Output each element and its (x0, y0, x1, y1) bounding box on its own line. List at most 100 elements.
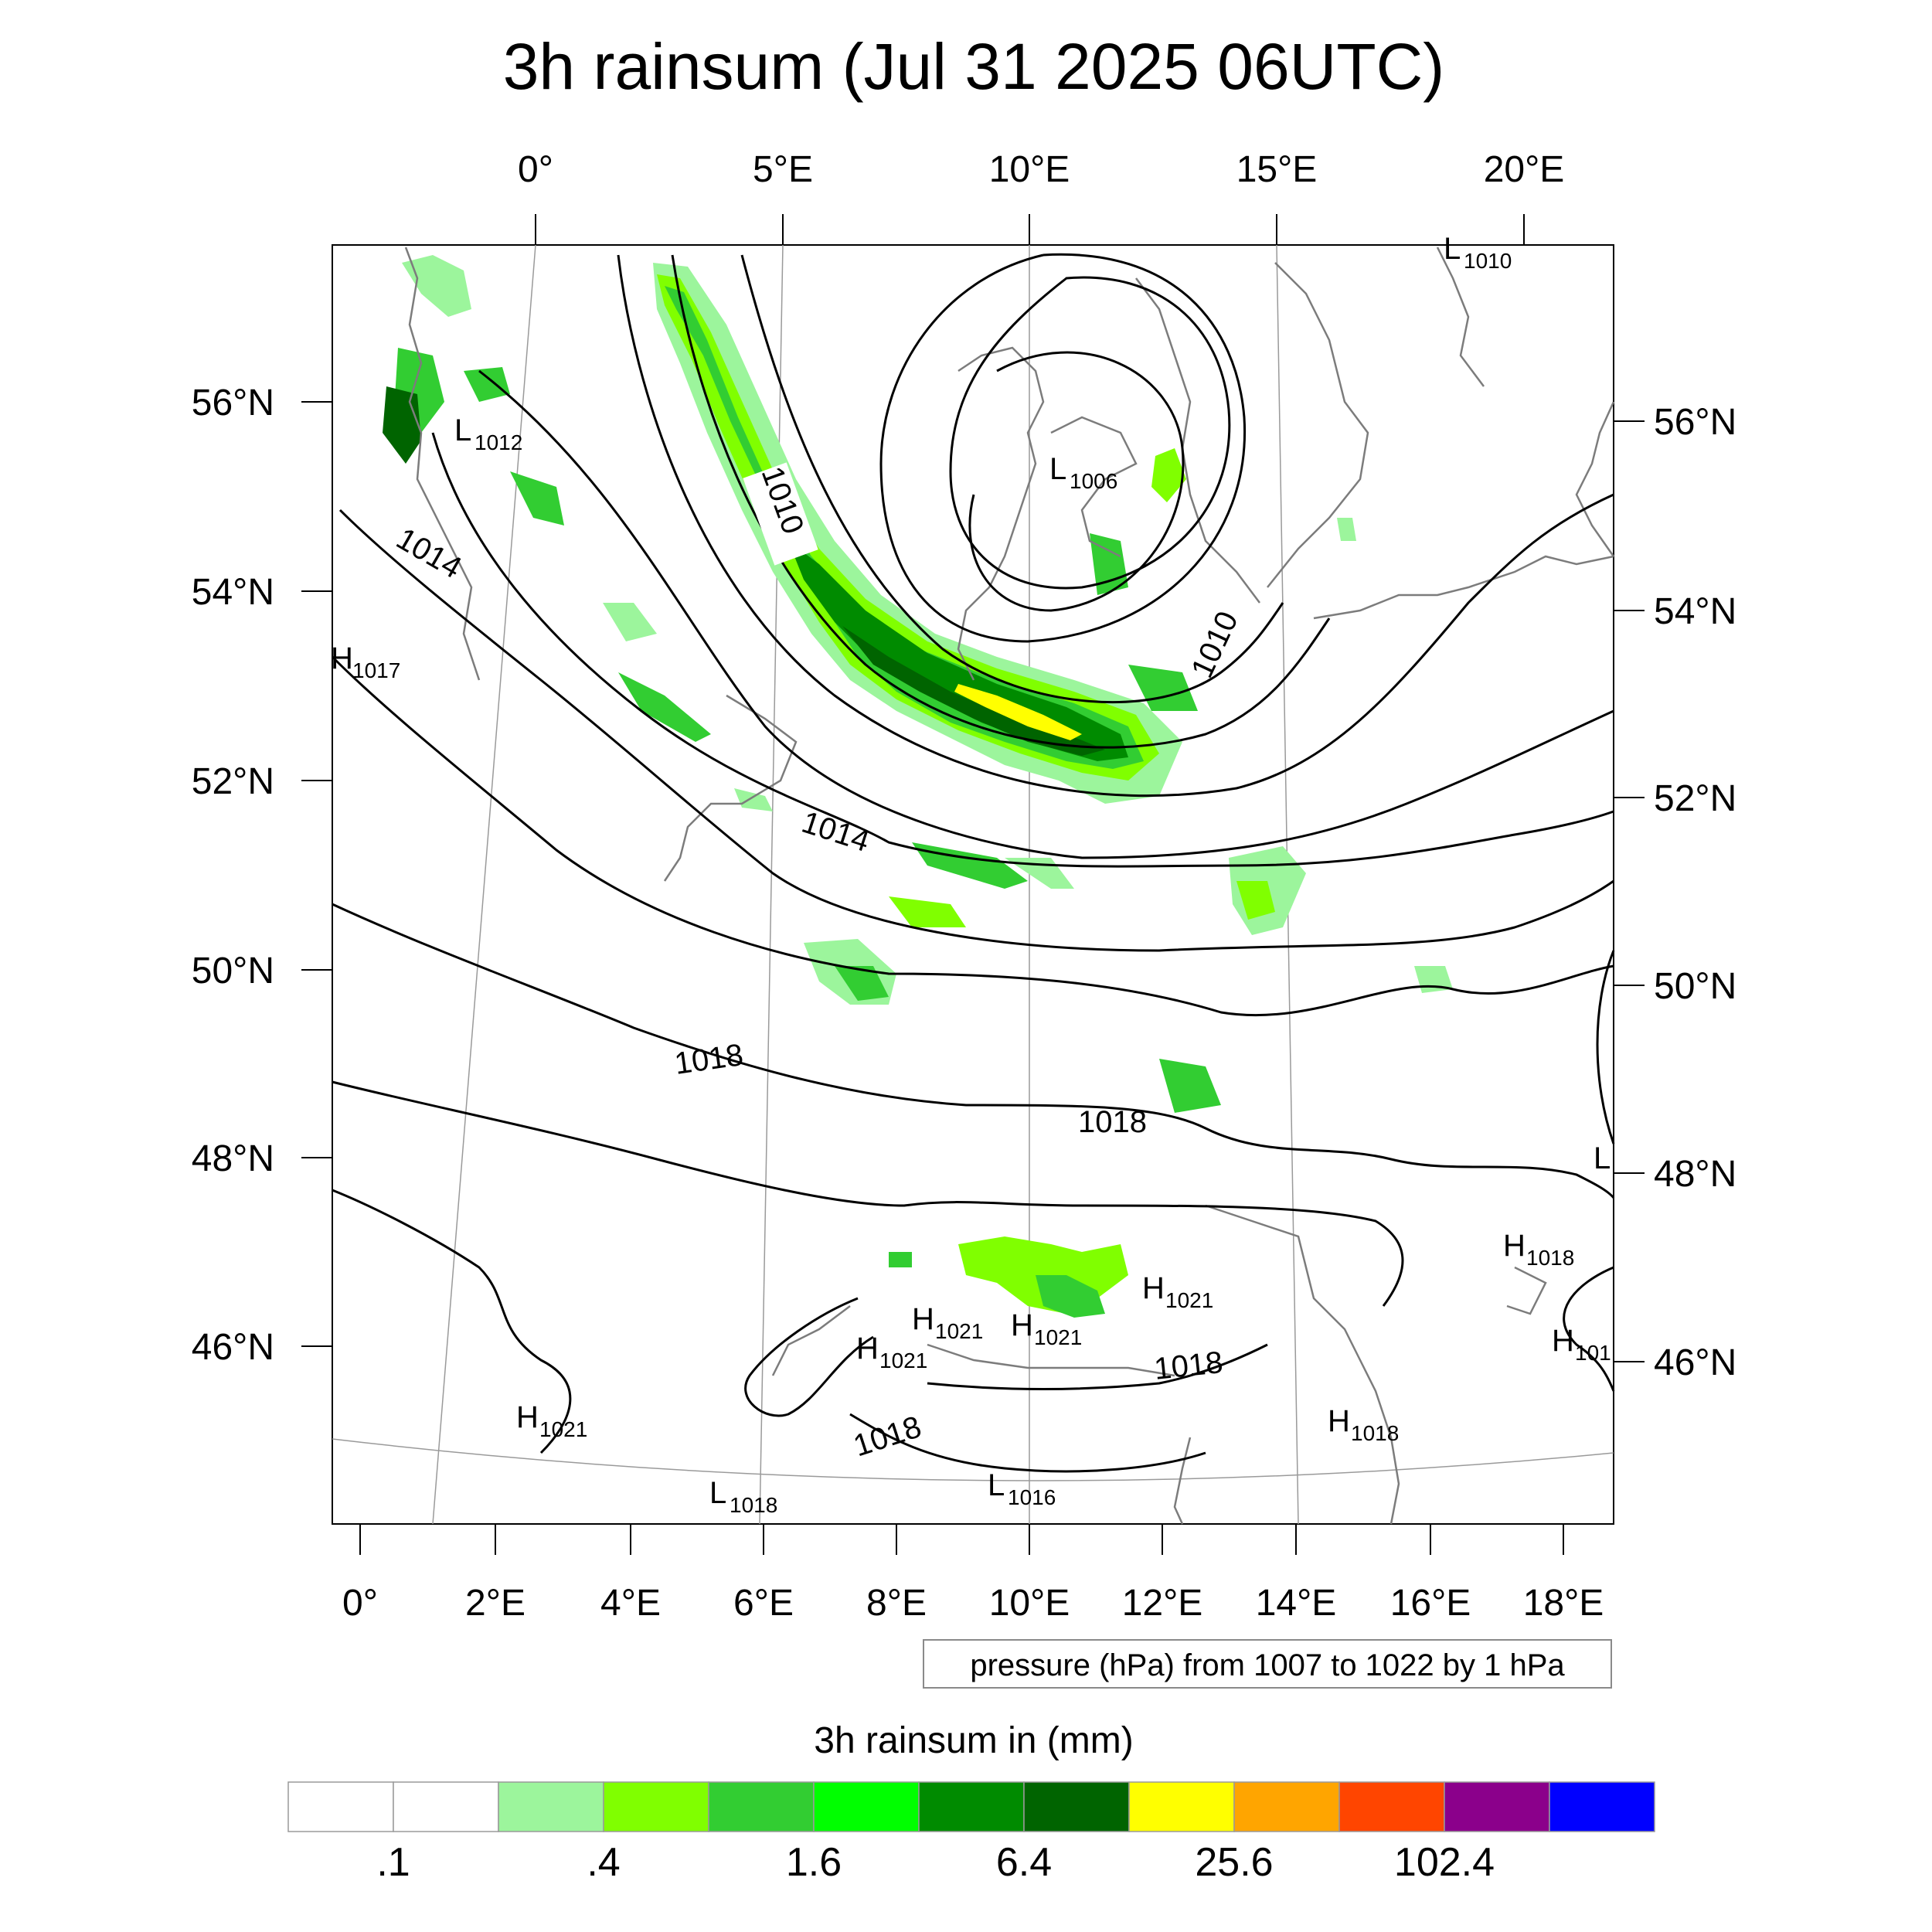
pressure-system-value: 1017 (352, 658, 400, 682)
pressure-system-kind: H (1503, 1229, 1526, 1263)
map-body: 1014 1010 1010 1014 1018 1018 1018 1018 … (331, 232, 1615, 1525)
contour-note: pressure (hPa) from 1007 to 1022 by 1 hP… (923, 1639, 1612, 1689)
rain-field (383, 255, 1453, 1318)
pressure-system-value: 1021 (1165, 1288, 1213, 1312)
pressure-system-high: H 1017 (331, 641, 400, 682)
isobar-east-2 (1563, 1266, 1615, 1392)
lon-label: 5°E (753, 149, 813, 190)
pressure-system-value: 1006 (1070, 469, 1117, 493)
map-title: 3h rainsum (Jul 31 2025 06UTC) (503, 30, 1445, 103)
lat-label: 56°N (1654, 402, 1736, 443)
pressure-system-value: 1018 (1351, 1421, 1399, 1445)
pressure-system-high: H 101 (1552, 1324, 1611, 1365)
lon-label: 0° (342, 1583, 378, 1624)
axis-ticks (301, 214, 1645, 1555)
rain-patches-alps (889, 1236, 1128, 1318)
isobar-1011 (671, 254, 1331, 749)
pressure-system-value: 1021 (935, 1319, 983, 1343)
lat-label: 54°N (192, 572, 274, 613)
colorbar-title: 3h rainsum in (mm) (814, 1720, 1133, 1761)
lon-label: 10°E (989, 149, 1070, 190)
pressure-system-value: 1018 (730, 1493, 777, 1517)
contour-label: 1018 (1152, 1345, 1224, 1386)
isobar-1007 (968, 351, 1185, 612)
pressure-system-value: 1021 (539, 1417, 587, 1441)
isobar-1008 (949, 276, 1231, 590)
pressure-system-kind: H (1142, 1271, 1165, 1305)
lat-label: 46°N (192, 1327, 274, 1368)
pressure-system-kind: L (1444, 232, 1461, 266)
colorbar-swatch (813, 1781, 920, 1832)
lon-label: 20°E (1484, 149, 1565, 190)
pressure-system-kind: L (1049, 452, 1066, 486)
colorbar-swatch (1233, 1781, 1340, 1832)
colorbar-label: 102.4 (1394, 1840, 1495, 1885)
pressure-system-value: 1010 (1464, 249, 1512, 273)
bottom-lon-labels: 0° 2°E 4°E 6°E 8°E 10°E 12°E 14°E 16°E 1… (342, 1583, 1604, 1624)
pressure-system-low: L 1012 (454, 413, 522, 454)
pressure-system-kind: H (856, 1332, 879, 1366)
lon-label: 16°E (1390, 1583, 1471, 1624)
colorbar-swatch (393, 1781, 499, 1832)
pressure-system-value: 1018 (1526, 1246, 1574, 1270)
isobar-1009 (879, 253, 1247, 643)
pressure-system-low: L 1010 (1444, 232, 1512, 273)
lat-label: 52°N (1654, 778, 1736, 819)
pressure-system-value: 1021 (879, 1349, 927, 1372)
pressure-system-kind: H (1011, 1308, 1033, 1342)
contour-note-text: pressure (hPa) from 1007 to 1022 by 1 hP… (970, 1648, 1565, 1682)
isobar-1018-alps (927, 1343, 1268, 1390)
isobar-1017 (332, 903, 1615, 1199)
lon-label: 15°E (1236, 149, 1318, 190)
lon-label: 18°E (1523, 1583, 1604, 1624)
pressure-system-value: 1012 (474, 430, 522, 454)
pressure-system-kind: L (1594, 1141, 1611, 1175)
colorbar-swatch (1023, 1781, 1130, 1832)
colorbar-swatch (1444, 1781, 1550, 1832)
lat-label: 50°N (1654, 966, 1736, 1007)
colorbar-swatch (287, 1781, 394, 1832)
pressure-system-high: H 1021 (856, 1332, 927, 1372)
colorbar: 3h rainsum in (mm) .1 .4 1.6 6.4 25.6 10… (287, 1720, 1655, 1885)
isobar-1014 (431, 432, 1614, 868)
colorbar-label: 6.4 (996, 1840, 1052, 1885)
lat-label: 50°N (192, 951, 274, 992)
lat-label: 56°N (192, 383, 274, 423)
pressure-system-low: L 1016 (988, 1468, 1056, 1509)
pressure-system-value: 1016 (1008, 1485, 1056, 1509)
pressure-system-value: 1021 (1034, 1325, 1082, 1349)
isobar-1010 (740, 254, 1284, 704)
colorbar-swatch (603, 1781, 709, 1832)
colorbar-label: .4 (587, 1840, 620, 1885)
pressure-system-kind: L (709, 1476, 726, 1510)
contour-label: 1018 (1078, 1105, 1147, 1139)
isobar-1013 (478, 369, 1614, 859)
map-frame (332, 244, 1614, 1525)
lon-label: 14°E (1256, 1583, 1337, 1624)
pressure-system-kind: H (1328, 1404, 1350, 1438)
colorbar-swatch (498, 1781, 604, 1832)
pressure-system-high: H 1021 (516, 1400, 587, 1441)
pressure-system-kind: H (516, 1400, 539, 1434)
isobar-1016 (331, 655, 1614, 1017)
lon-label: 0° (518, 149, 553, 190)
pressure-system-high: H 1018 (1503, 1229, 1574, 1270)
isobar-1012 (617, 254, 1614, 798)
left-lat-labels: 56°N 54°N 52°N 50°N 48°N 46°N (192, 383, 274, 1368)
colorbar-swatch (708, 1781, 815, 1832)
lat-label: 54°N (1654, 591, 1736, 632)
pressure-system-high: H 1021 (912, 1302, 983, 1343)
pressure-system-high: H 1021 (1142, 1271, 1213, 1312)
pressure-system-kind: L (454, 413, 471, 447)
pressure-system-value: 101 (1575, 1341, 1611, 1365)
lat-label: 46°N (1654, 1342, 1736, 1383)
colorbar-label: 25.6 (1195, 1840, 1273, 1885)
pressure-system-low: L (1594, 1141, 1611, 1175)
rain-band-main (653, 263, 1182, 804)
isobar-1015 (338, 509, 1614, 952)
isobar-1018 (332, 1080, 1404, 1307)
pressure-system-high: H 1018 (1328, 1404, 1399, 1445)
right-lat-labels: 56°N 54°N 52°N 50°N 48°N 46°N (1654, 402, 1736, 1383)
pressure-systems: L 1012 L 1006 L 1010 H 1017 H 1018 H 101 (331, 232, 1611, 1517)
